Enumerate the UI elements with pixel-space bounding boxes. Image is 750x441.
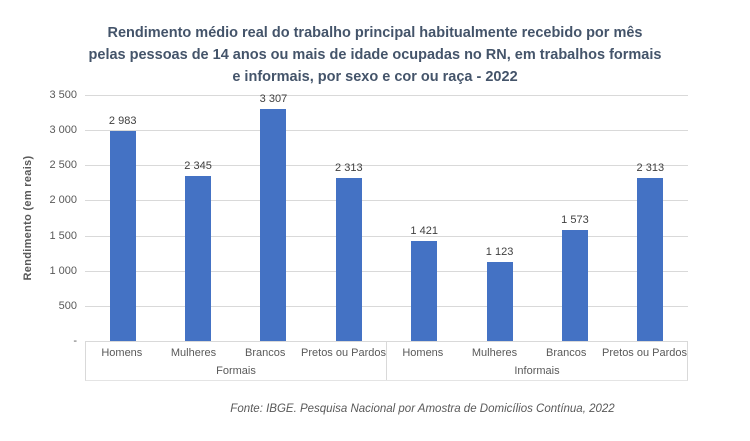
bar-value-label-informais-brancos: 1 573 <box>561 214 589 227</box>
category-label-informais-pretos-ou-pardos: Pretos ou Pardos <box>602 347 688 359</box>
gridline-3000 <box>85 130 688 132</box>
gridline-2000 <box>85 200 688 202</box>
bar-slot-informais-homens: 1 421 <box>387 95 462 341</box>
bar-value-label-formais-homens: 2 983 <box>108 115 137 128</box>
bar-value-label-formais-pretos-ou-pardos: 2 313 <box>335 162 363 175</box>
source-note: Fonte: IBGE. Pesquisa Nacional por Amost… <box>230 403 615 415</box>
gridline-1000 <box>85 270 688 272</box>
gridline-2500 <box>85 165 688 167</box>
y-tick-label-500: 500 <box>58 299 77 312</box>
bar-informais-mulheres <box>486 262 513 341</box>
bar-formais-homens <box>109 131 136 341</box>
bar-slot-formais-pretos-ou-pardos: 2 313 <box>311 95 386 341</box>
y-axis-tick-labels: 3 500 3 000 2 500 2 000 1 500 1 000 500 - <box>0 89 77 347</box>
bar-slot-informais-brancos: 1 573 <box>537 95 612 341</box>
bar-value-label-informais-mulheres: 1 123 <box>485 246 514 259</box>
bar-informais-pretos-ou-pardos <box>637 178 664 341</box>
bar-formais-brancos <box>260 108 287 341</box>
category-label-formais-brancos: Brancos <box>245 347 286 359</box>
gridline-1500 <box>85 235 688 237</box>
bar-value-label-formais-mulheres: 2 345 <box>184 160 212 173</box>
group-label-formais: Formais <box>216 365 256 377</box>
category-label-row: Homens Mulheres Brancos Pretos ou Pardos <box>387 342 687 363</box>
chart-title-line-1: Rendimento médio real do trabalho princi… <box>107 25 643 41</box>
bar-informais-homens <box>411 241 438 341</box>
group-label-informais: Informais <box>514 365 560 377</box>
y-tick-label-0: - <box>73 335 77 347</box>
chart-title-line-2: pelas pessoas de 14 anos ou mais de idad… <box>88 47 662 63</box>
bar-slot-informais-mulheres: 1 123 <box>462 95 537 341</box>
bar-slot-informais-pretos-ou-pardos: 2 313 <box>613 95 688 341</box>
category-label-formais-mulheres: Mulheres <box>170 347 217 359</box>
category-label-informais-homens: Homens <box>402 347 444 359</box>
bar-slot-formais-mulheres: 2 345 <box>160 95 235 341</box>
y-tick-label-3000: 3 000 <box>49 124 77 137</box>
axis-group-informais: Homens Mulheres Brancos Pretos ou Pardos Inf… <box>387 342 687 380</box>
y-tick-label-1500: 1 500 <box>49 229 77 242</box>
bar-formais-mulheres <box>185 176 212 341</box>
plot-area: 2 983 2 345 3 307 2 313 1 421 1 123 1 573 2 313 <box>85 92 688 342</box>
chart-title: Rendimento médio real do trabalho princi… <box>55 22 695 88</box>
bar-value-label-informais-pretos-ou-pardos: 2 313 <box>636 162 665 175</box>
y-tick-label-3500: 3 500 <box>49 89 77 101</box>
bar-value-label-informais-homens: 1 421 <box>410 225 438 238</box>
gridline-3500 <box>85 95 688 96</box>
category-label-formais-homens: Homens <box>101 347 143 359</box>
y-tick-label-1000: 1 000 <box>49 264 77 277</box>
y-tick-label-2000: 2 000 <box>49 194 77 207</box>
axis-group-formais: Homens Mulheres Brancos Pretos ou Pardos For… <box>86 342 387 380</box>
category-axis: Homens Mulheres Brancos Pretos ou Pardos For… <box>85 342 688 381</box>
chart-title-line-3: e informais, por sexo e cor ou raça - 20… <box>232 69 518 85</box>
bar-formais-pretos-ou-pardos <box>335 178 362 341</box>
bar-slot-formais-homens: 2 983 <box>85 95 160 341</box>
category-label-informais-mulheres: Mulheres <box>471 347 518 359</box>
category-label-row: Homens Mulheres Brancos Pretos ou Pardos <box>86 342 386 363</box>
bar-value-label-formais-brancos: 3 307 <box>259 92 288 105</box>
y-tick-label-2500: 2 500 <box>49 159 77 172</box>
gridline-500 <box>85 305 688 307</box>
bar-slot-formais-brancos: 3 307 <box>236 92 311 341</box>
category-label-formais-pretos-ou-pardos: Pretos ou Pardos <box>301 347 387 359</box>
category-label-informais-brancos: Brancos <box>546 347 587 359</box>
bar-informais-brancos <box>561 230 588 341</box>
